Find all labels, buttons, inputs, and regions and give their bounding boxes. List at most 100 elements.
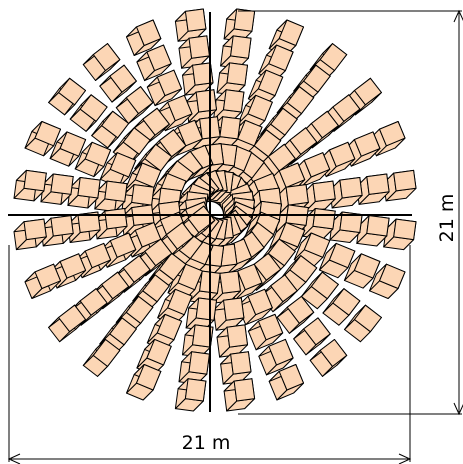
block-arm-14-6 <box>48 77 86 116</box>
block-arm-12-4 <box>67 177 101 209</box>
block-top-face <box>109 64 137 93</box>
block-top-face <box>319 43 348 71</box>
block-arm-9-6 <box>48 304 86 343</box>
width-arrow-right <box>398 453 412 464</box>
block-top-face <box>146 338 172 366</box>
block-top-face <box>253 129 282 158</box>
block-arm-1-3 <box>293 232 331 268</box>
block-top-face <box>156 69 183 97</box>
block-arm-14-4 <box>91 110 130 149</box>
block-arm-12-5 <box>40 173 74 205</box>
block-top-face <box>285 184 309 206</box>
block-top-face <box>109 152 137 178</box>
block-arm-16-5 <box>136 44 172 82</box>
block-top-face <box>230 351 252 375</box>
block-top-face <box>58 304 86 333</box>
block-arm-4-5 <box>258 338 294 376</box>
block-top-face <box>144 238 173 267</box>
block-top-face <box>303 317 331 346</box>
block-arm-5-4 <box>216 324 248 358</box>
block-top-face <box>188 351 210 375</box>
block-top-face <box>34 263 61 289</box>
block-arm-3-6 <box>309 339 348 377</box>
block-arm-13-5 <box>49 131 87 167</box>
block-arm-4-6 <box>268 364 304 401</box>
block-arm-14-2 <box>134 143 173 182</box>
block-top-face <box>188 35 210 59</box>
block-arm-16-4 <box>146 69 183 107</box>
block-arm-6-6 <box>174 378 207 412</box>
block-top-face <box>109 317 137 346</box>
block-top-face <box>122 127 151 155</box>
radial-blocks <box>8 8 417 412</box>
block-arm-14-5 <box>69 94 108 132</box>
block-top-face <box>125 86 154 115</box>
block-top-face <box>219 270 241 294</box>
block-arm-2-5 <box>322 288 361 326</box>
block-arm-5-5 <box>220 351 252 385</box>
block-top-face <box>237 119 263 147</box>
block-top-face <box>79 288 108 316</box>
block-top-face <box>247 288 273 316</box>
block-arm-22-4 <box>318 141 356 178</box>
block-top-face <box>195 297 217 321</box>
block-top-face <box>34 121 61 147</box>
block-top-face <box>319 339 348 367</box>
block-arm-7-6 <box>126 364 162 401</box>
block-top-face <box>237 263 263 291</box>
block-arm-1-4 <box>318 242 356 279</box>
block-arm-13-6 <box>24 121 61 157</box>
block-top-face <box>278 162 306 188</box>
block-arm-16-6 <box>126 19 162 56</box>
block-top-face <box>104 180 128 202</box>
block-top-face <box>223 89 245 113</box>
block-top-face <box>101 271 130 300</box>
block-top-face <box>226 62 248 86</box>
block-top-face <box>146 44 172 72</box>
block-top-face <box>328 242 356 269</box>
block-top-face <box>247 94 273 122</box>
block-top-face <box>23 169 47 192</box>
block-top-face <box>177 263 203 291</box>
block-top-face <box>278 19 304 46</box>
block-arm-13-4 <box>74 141 112 178</box>
block-top-face <box>257 313 284 341</box>
block-top-face <box>257 69 284 97</box>
block-top-face <box>92 43 121 71</box>
block-arm-15-4 <box>115 86 154 125</box>
block-arm-9-2 <box>134 238 173 277</box>
block-top-face <box>354 304 382 333</box>
block-top-face <box>50 173 74 195</box>
block-arm-12-6 <box>13 169 47 202</box>
block-arm-5-6 <box>223 378 256 412</box>
block-arm-19-6 <box>268 19 304 56</box>
block-arm-2-3 <box>279 255 318 293</box>
block-arm-15-6 <box>82 43 121 81</box>
block-top-face <box>366 173 390 195</box>
block-arm-9-5 <box>69 288 108 326</box>
block-top-face <box>233 8 256 32</box>
block-top-face <box>353 131 381 157</box>
block-top-face <box>84 242 112 269</box>
block-top-face <box>393 218 417 241</box>
block-top-face <box>270 107 298 136</box>
block-top-face <box>286 86 315 115</box>
block-top-face <box>286 295 315 324</box>
block-top-face <box>77 177 101 199</box>
block-top-face <box>328 141 356 168</box>
block-top-face <box>366 215 390 237</box>
block-top-face <box>158 252 187 281</box>
block-top-face <box>122 255 151 283</box>
block-top-face <box>267 238 296 267</box>
block-top-face <box>109 232 137 258</box>
block-arm-8-4 <box>115 295 154 334</box>
block-arm-3-5 <box>293 317 331 356</box>
block-arm-8-5 <box>99 317 137 356</box>
block-arm-7-5 <box>136 338 172 376</box>
block-top-face <box>379 121 406 147</box>
block-top-face <box>270 274 298 303</box>
block-top-face <box>278 222 306 248</box>
block-top-face <box>134 162 162 188</box>
block-top-face <box>253 252 282 281</box>
